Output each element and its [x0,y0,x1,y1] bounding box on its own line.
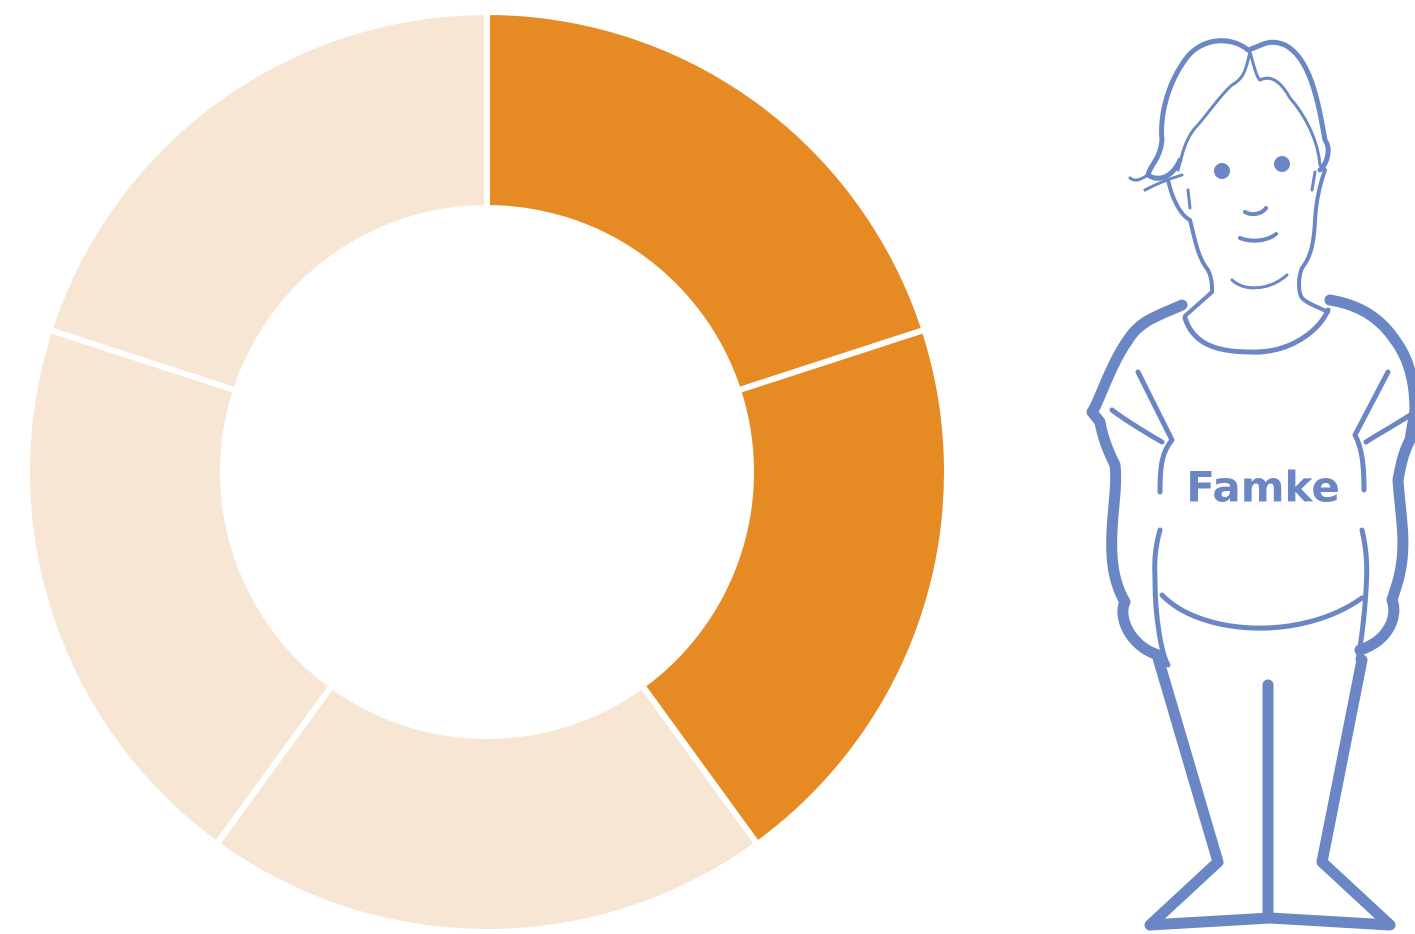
donut-segment [45,8,490,395]
donut-segment [24,326,337,849]
donut-segment [484,8,929,395]
donut-segment [637,326,950,849]
person-illustration: Famke [1086,38,1415,931]
figure-label: Famke [1186,463,1340,512]
donut-segment [212,681,762,934]
donut [24,8,950,934]
